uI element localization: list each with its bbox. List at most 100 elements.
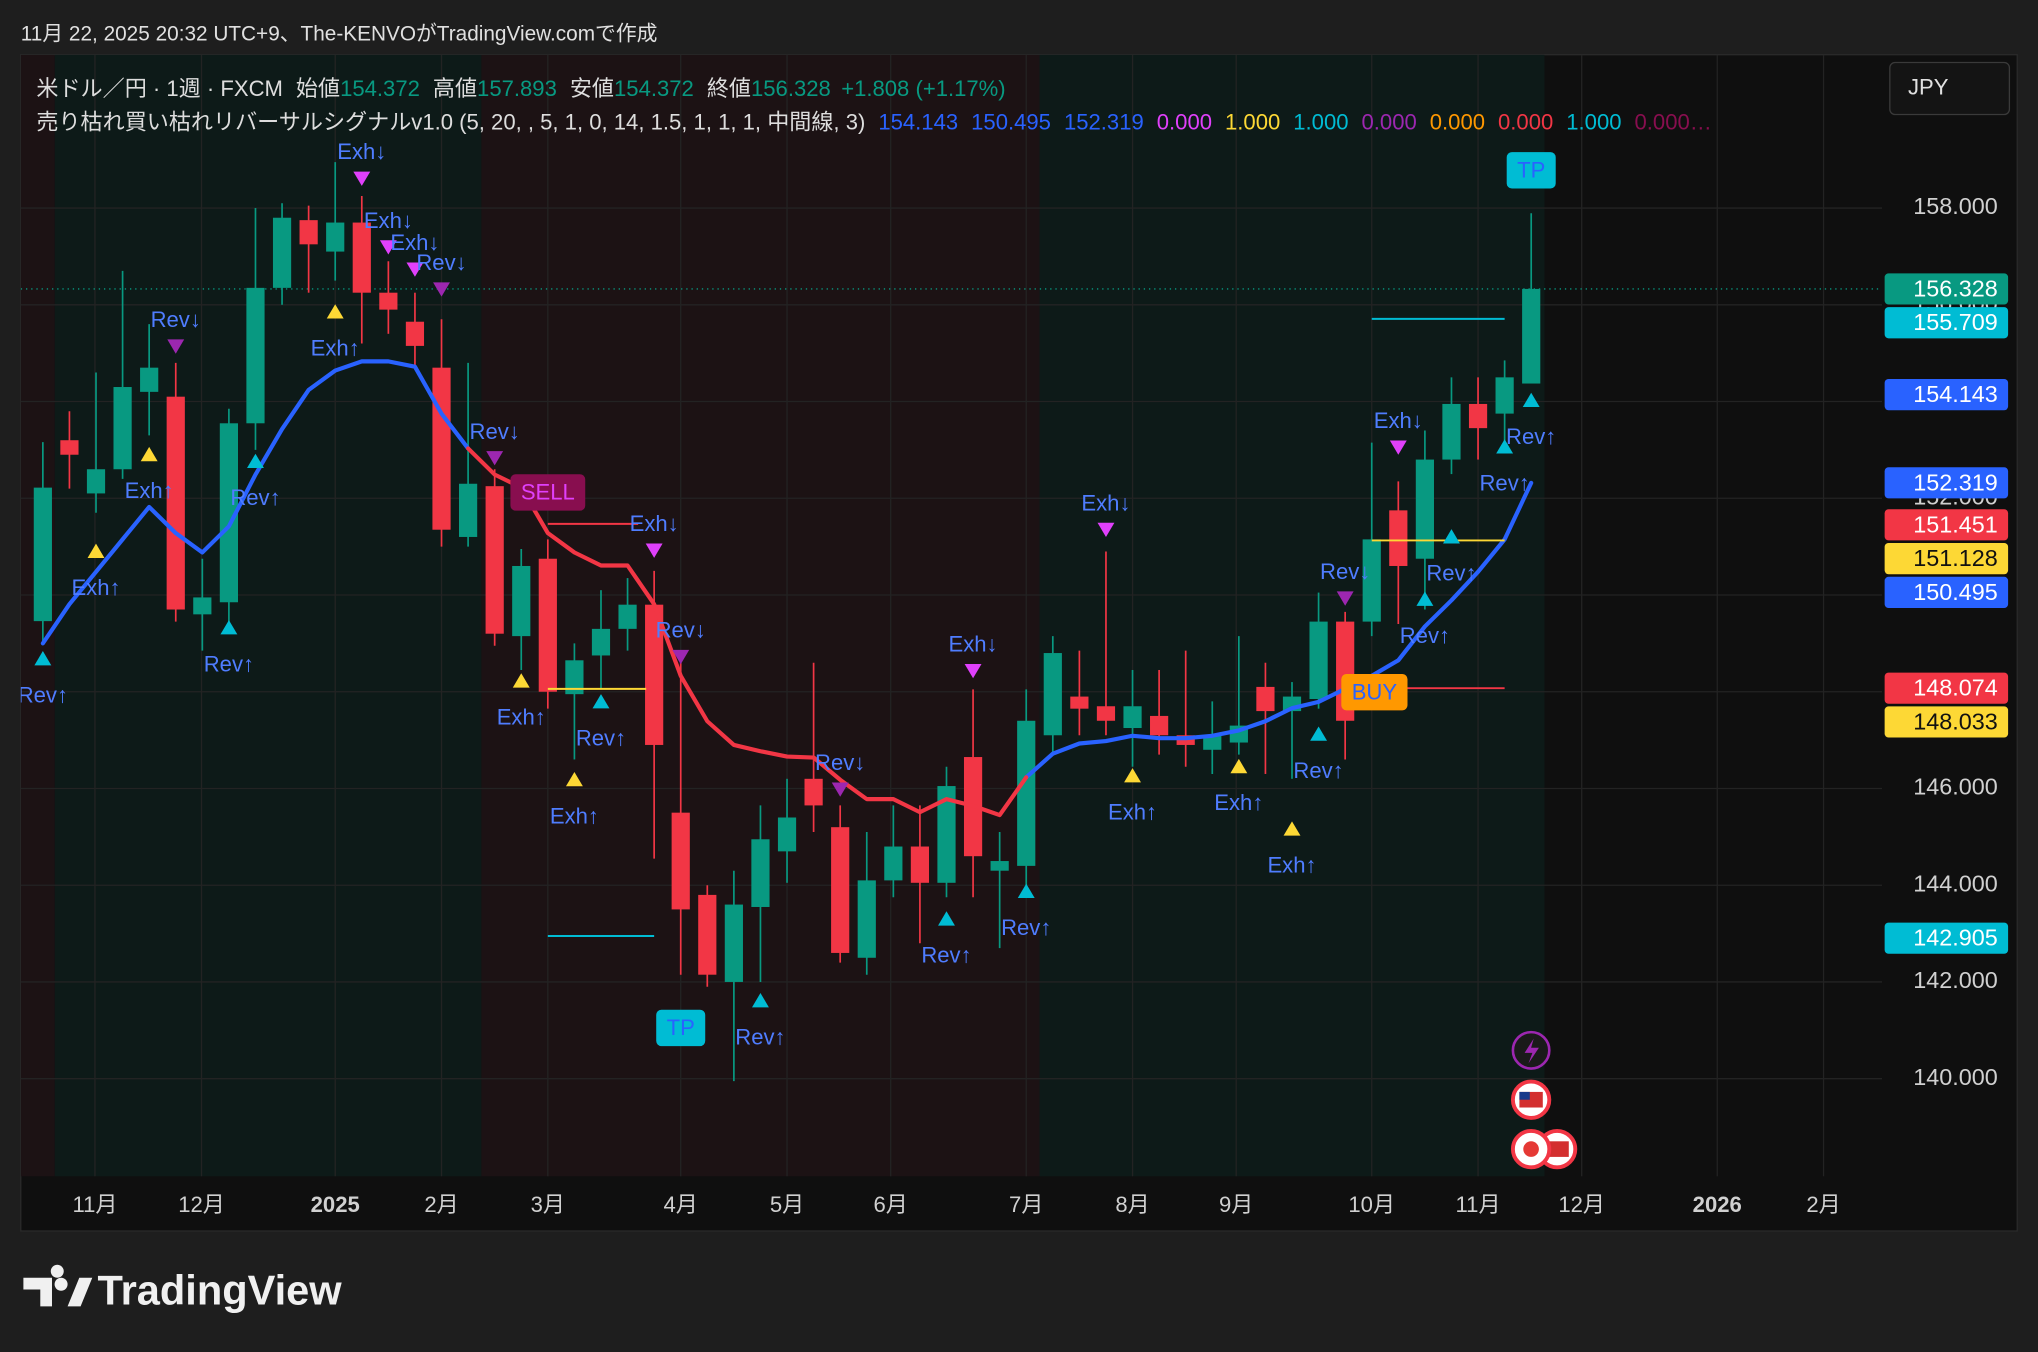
indicator-value: 0.000 bbox=[1157, 109, 1212, 134]
indicator-line bbox=[40, 359, 1534, 780]
price-label: 154.143 bbox=[1913, 381, 1998, 407]
event-icon-symbol bbox=[1523, 1141, 1539, 1157]
x-tick-label: 7月 bbox=[1009, 1192, 1043, 1217]
regime-band bbox=[1039, 54, 1545, 1177]
candle-body bbox=[86, 469, 106, 494]
price-label-box bbox=[1884, 307, 2009, 339]
legend-symbol: 米ドル／円 · 1週 · FXCM bbox=[36, 76, 283, 101]
signal-marker bbox=[353, 171, 371, 186]
signal-label: Exh↑ bbox=[1267, 853, 1316, 878]
candle-body bbox=[458, 483, 478, 537]
tag-label: BUY bbox=[1352, 679, 1398, 704]
price-label: 148.074 bbox=[1913, 675, 1998, 701]
plot-area: Rev↑Exh↑Exh↑Rev↓Rev↑Rev↑Exh↑Exh↓Exh↓Exh↓… bbox=[18, 54, 1883, 1177]
logo-text: TradingView bbox=[97, 1266, 342, 1313]
signal-marker bbox=[592, 694, 610, 709]
candle-body bbox=[618, 604, 637, 629]
price-label: 151.128 bbox=[1913, 545, 1998, 571]
x-tick-label: 12月 bbox=[178, 1192, 225, 1217]
signal-label: Rev↓ bbox=[151, 307, 201, 332]
signal-marker bbox=[87, 543, 105, 558]
signal-label: Rev↑ bbox=[230, 485, 280, 510]
candle-body bbox=[831, 827, 850, 953]
currency-button-label[interactable]: JPY bbox=[1908, 74, 1949, 99]
signal-label: Rev↑ bbox=[18, 682, 68, 707]
regime-band bbox=[481, 54, 1040, 1177]
price-label-box bbox=[1884, 379, 2009, 411]
logo-mark bbox=[23, 1264, 93, 1307]
tag-label: TP bbox=[1517, 157, 1545, 182]
signal-marker bbox=[1230, 758, 1248, 774]
signal-marker bbox=[645, 543, 663, 558]
candle-body bbox=[1256, 686, 1275, 712]
candle-body bbox=[884, 846, 903, 881]
indicator-value: 154.143 bbox=[878, 109, 958, 134]
logo-mark bbox=[54, 1277, 68, 1291]
y-tick-label: 144.000 bbox=[1913, 870, 1998, 896]
signal-marker bbox=[512, 673, 530, 688]
candle-body bbox=[777, 817, 797, 852]
price-label: 151.451 bbox=[1913, 511, 1998, 537]
x-tick-label: 2026 bbox=[1693, 1192, 1742, 1217]
candle-body bbox=[857, 880, 876, 958]
signal-marker bbox=[379, 240, 397, 255]
y-tick-label: 158.000 bbox=[1913, 193, 1998, 219]
currency-button[interactable] bbox=[1889, 61, 2011, 116]
candle-body bbox=[299, 220, 318, 245]
price-label: 155.709 bbox=[1913, 309, 1998, 335]
candle-body bbox=[193, 597, 212, 615]
candle-body bbox=[671, 812, 690, 910]
candle-body bbox=[113, 387, 132, 470]
signal-label: Exh↑ bbox=[1108, 799, 1157, 824]
signal-label: Exh↑ bbox=[71, 575, 120, 600]
signal-label: Exh↑ bbox=[125, 478, 174, 503]
legend-ohlc-value: 154.372 bbox=[614, 76, 694, 101]
indicator-line bbox=[466, 446, 1029, 818]
candle-body bbox=[485, 486, 504, 634]
signal-label: Rev↓ bbox=[416, 250, 466, 275]
indicator-value: 0.000 bbox=[1362, 109, 1417, 134]
signal-label: Exh↓ bbox=[337, 139, 386, 164]
signal-label: Rev↑ bbox=[921, 943, 971, 968]
y-tick-label: 146.000 bbox=[1913, 774, 1998, 800]
candle-body bbox=[1017, 720, 1036, 866]
indicator-value: 0.000… bbox=[1635, 109, 1712, 134]
signal-marker bbox=[1336, 591, 1354, 606]
x-tick-label: 8月 bbox=[1115, 1192, 1149, 1217]
x-tick-label: 11月 bbox=[1456, 1192, 1501, 1217]
x-tick-label: 2月 bbox=[424, 1192, 458, 1217]
candle-body bbox=[937, 786, 956, 883]
signal-marker bbox=[831, 782, 849, 797]
candle-body bbox=[1309, 621, 1328, 699]
tag-box bbox=[1341, 674, 1408, 711]
signal-label: Exh↑ bbox=[497, 705, 546, 730]
header-text: 11月 22, 2025 20:32 UTC+9、The-KENVOがTradi… bbox=[21, 23, 658, 46]
signal-label: Rev↑ bbox=[735, 1024, 785, 1049]
price-label: 156.328 bbox=[1913, 275, 1998, 301]
candle-body bbox=[1389, 510, 1408, 566]
event-icon-symbol bbox=[1545, 1141, 1569, 1157]
signal-label: Rev↓ bbox=[470, 419, 520, 444]
candle-body bbox=[272, 217, 292, 288]
price-label: 148.033 bbox=[1913, 708, 1998, 734]
tag-box bbox=[656, 1009, 706, 1047]
signal-label: Rev↑ bbox=[1426, 560, 1476, 585]
candle-body bbox=[432, 367, 451, 530]
price-label-box bbox=[1884, 543, 2009, 575]
candle-body bbox=[1495, 377, 1514, 414]
signal-label: Rev↑ bbox=[1479, 471, 1529, 496]
candle-body bbox=[379, 292, 398, 310]
tag-label: TP bbox=[667, 1015, 695, 1040]
x-tick-label: 5月 bbox=[770, 1192, 804, 1217]
signal-label: Rev↑ bbox=[1400, 623, 1450, 648]
indicator-value: 1.000 bbox=[1566, 109, 1621, 134]
tag-label: SELL bbox=[521, 480, 575, 505]
candle-body bbox=[1362, 539, 1381, 622]
signal-label: Rev↓ bbox=[1320, 559, 1370, 584]
signal-marker bbox=[247, 453, 264, 469]
candle-body bbox=[1043, 653, 1062, 736]
candle-body bbox=[1442, 403, 1461, 460]
legend-ohlc-label: 安値 bbox=[570, 76, 614, 101]
logo: TradingView bbox=[23, 1264, 342, 1313]
